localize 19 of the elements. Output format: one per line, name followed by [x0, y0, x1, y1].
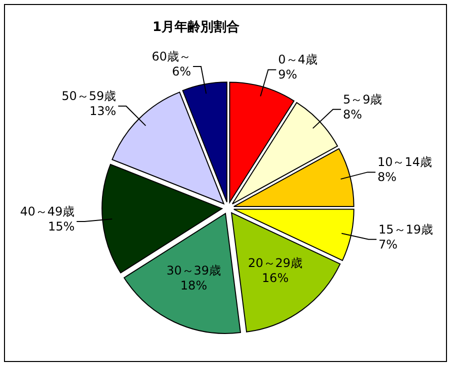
slice-label: 50～59歳: [62, 89, 116, 104]
data-label: 9%: [278, 68, 298, 82]
slice-label: 5～9歳: [342, 92, 382, 106]
chart-title: 1月年齢別割合: [152, 19, 240, 35]
slice-label: 20～29歳: [248, 256, 303, 270]
data-label: 18%: [180, 278, 208, 293]
data-label: 13%: [90, 104, 116, 118]
slice-label: 40～49歳: [20, 204, 75, 219]
data-label: 7%: [378, 237, 398, 252]
data-label: 16%: [262, 271, 289, 286]
slice-label: 10～14歳: [377, 155, 432, 170]
slice-label: 60歳～: [152, 50, 192, 64]
data-label: 8%: [342, 107, 362, 122]
slice-label: 30～39歳: [166, 264, 222, 278]
slice-label: 15～19歳: [378, 222, 434, 236]
data-label: 6%: [172, 64, 192, 79]
data-label: 8%: [377, 170, 397, 184]
slice-label: 0～4歳: [278, 52, 318, 67]
data-label: 15%: [48, 220, 75, 234]
